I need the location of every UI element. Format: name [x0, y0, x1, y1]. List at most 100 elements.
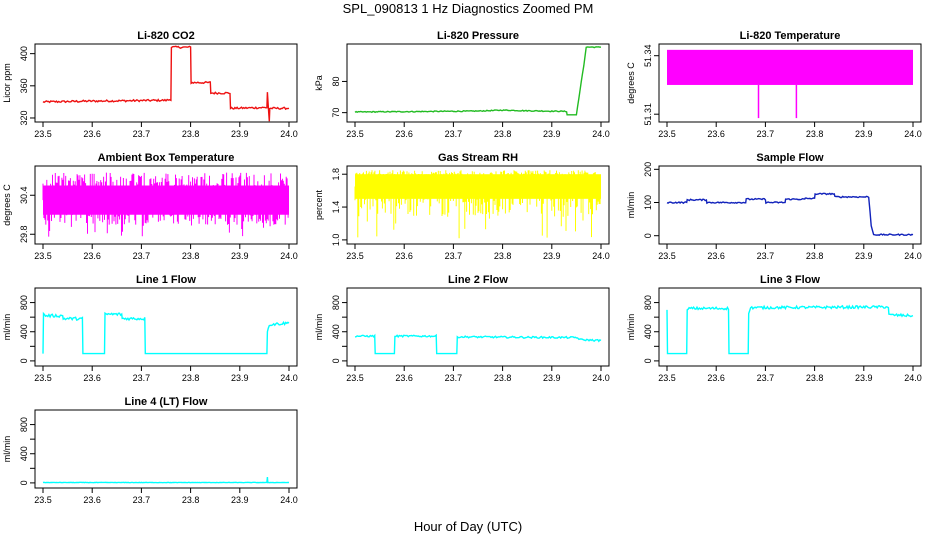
x-tick-label: 23.5 — [34, 251, 52, 261]
chart-panel: Line 4 (LT) Flow 23.5 23.6 23.7 23.8 23.9 24.0… — [2, 396, 298, 505]
figure-title: SPL_090813 1 Hz Diagnostics Zoomed PM — [343, 1, 594, 16]
y-tick-label: 0 — [19, 480, 29, 485]
chart-panel: Line 2 Flow 23.5 23.6 23.7 23.8 23.9 24.0 0 400 8… — [314, 274, 610, 383]
x-tick-label: 23.8 — [182, 373, 200, 383]
y-tick-label: 29.8 — [19, 225, 29, 243]
x-tick-label: 23.9 — [231, 251, 249, 261]
plot-frame — [346, 43, 610, 123]
y-tick-label: 1.4 — [331, 201, 341, 214]
x-tick-label: 23.9 — [231, 129, 249, 139]
x-tick-label: 23.9 — [543, 251, 561, 261]
y-tick-label: 400 — [643, 324, 653, 339]
chart-panel: Line 1 Flow 23.5 23.6 23.7 23.8 23.9 24.0 0 400 8… — [2, 274, 298, 383]
x-tick-label: 23.5 — [346, 373, 364, 383]
y-tick-label: 0 — [19, 358, 29, 363]
panel-title: Line 3 Flow — [760, 274, 820, 286]
x-tick-label: 23.6 — [707, 129, 725, 139]
panel-title: Sample Flow — [756, 152, 824, 164]
chart-panel: Li-820 Temperature 23.5 23.6 23.7 23.8 23.9 24… — [626, 30, 922, 139]
x-tick-label: 23.5 — [34, 495, 52, 505]
x-tick-label: 24.0 — [904, 129, 922, 139]
y-tick-label: 0 — [331, 358, 341, 363]
x-tick-label: 23.7 — [133, 129, 151, 139]
x-tick-label: 23.5 — [34, 129, 52, 139]
y-axis-label: degrees C — [2, 184, 12, 226]
x-tick-label: 24.0 — [280, 373, 298, 383]
y-tick-label: 0 — [643, 233, 653, 238]
x-tick-label: 23.7 — [445, 129, 463, 139]
x-tick-label: 23.8 — [494, 373, 512, 383]
x-tick-label: 23.6 — [395, 251, 413, 261]
x-tick-label: 24.0 — [592, 251, 610, 261]
y-tick-label: 0 — [643, 358, 653, 363]
x-tick-label: 23.8 — [182, 129, 200, 139]
plot-frame — [34, 409, 298, 489]
y-tick-label: 800 — [19, 295, 29, 310]
y-tick-label: 100 — [643, 195, 653, 210]
x-tick-label: 23.5 — [658, 373, 676, 383]
x-tick-label: 23.8 — [806, 373, 824, 383]
y-tick-label: 30.4 — [19, 186, 29, 204]
plot-frame — [346, 165, 610, 245]
x-tick-label: 23.8 — [182, 251, 200, 261]
panel-title: Li-820 Temperature — [740, 30, 841, 42]
y-tick-label: 400 — [19, 446, 29, 461]
x-tick-label: 23.8 — [494, 129, 512, 139]
x-tick-label: 23.5 — [658, 251, 676, 261]
data-line — [666, 192, 914, 237]
x-tick-label: 23.8 — [494, 251, 512, 261]
y-tick-label: 320 — [19, 110, 29, 125]
x-tick-label: 23.9 — [855, 251, 873, 261]
x-tick-label: 23.9 — [855, 373, 873, 383]
x-tick-label: 24.0 — [592, 129, 610, 139]
panel-title: Gas Stream RH — [438, 152, 518, 164]
y-axis-label: ml/min — [626, 192, 636, 219]
x-tick-label: 23.7 — [757, 129, 775, 139]
x-tick-label: 23.6 — [83, 251, 101, 261]
y-axis-label: degrees C — [626, 62, 636, 104]
plot-frame — [34, 165, 298, 245]
x-tick-label: 24.0 — [904, 251, 922, 261]
data-line — [666, 304, 914, 355]
x-tick-label: 24.0 — [280, 251, 298, 261]
chart-panel: Ambient Box Temperature 23.5 23.6 23.7 23.8 2… — [2, 152, 298, 261]
data-line — [42, 311, 290, 355]
x-tick-label: 23.7 — [133, 251, 151, 261]
y-axis-label: ml/min — [626, 314, 636, 341]
x-tick-label: 23.7 — [133, 495, 151, 505]
x-tick-label: 23.6 — [707, 251, 725, 261]
x-tick-label: 23.7 — [445, 373, 463, 383]
data-line — [42, 45, 290, 122]
chart-panel: Sample Flow 23.5 23.6 23.7 23.8 23.9 24.0 0 100 2… — [626, 152, 922, 261]
y-axis-label: ml/min — [2, 314, 12, 341]
chart-panel: Li-820 Pressure 23.5 23.6 23.7 23.8 23.9 24.0 7… — [314, 30, 610, 139]
plot-frame — [34, 287, 298, 367]
x-tick-label: 23.5 — [34, 373, 52, 383]
x-tick-label: 24.0 — [592, 373, 610, 383]
x-tick-label: 23.7 — [757, 373, 775, 383]
x-tick-label: 23.6 — [83, 373, 101, 383]
chart-panel: Li-820 CO2 23.5 23.6 23.7 23.8 23.9 24.0 320 360… — [2, 30, 298, 139]
data-band — [667, 49, 913, 85]
plot-frame — [658, 43, 922, 123]
panel-title: Line 1 Flow — [136, 274, 196, 286]
x-tick-label: 23.7 — [757, 251, 775, 261]
y-tick-label: 400 — [19, 46, 29, 61]
y-tick-label: 80 — [331, 76, 341, 86]
figure-xlabel: Hour of Day (UTC) — [414, 519, 522, 534]
x-tick-label: 24.0 — [280, 495, 298, 505]
panel-title: Ambient Box Temperature — [98, 152, 235, 164]
plot-frame — [34, 43, 298, 123]
chart-panel: Gas Stream RH 23.5 23.6 23.7 23.8 23.9 24.0 1.0… — [314, 152, 610, 261]
x-tick-label: 23.6 — [395, 373, 413, 383]
y-tick-label: 1.8 — [331, 168, 341, 181]
y-tick-label: 800 — [643, 295, 653, 310]
y-tick-label: 70 — [331, 108, 341, 118]
y-tick-label: 200 — [643, 162, 653, 177]
data-line — [354, 46, 602, 116]
y-axis-label: kPa — [314, 75, 324, 91]
y-axis-label: Licor ppm — [2, 63, 12, 103]
y-tick-label: 51.34 — [643, 44, 653, 67]
panel-title: Li-820 CO2 — [137, 30, 194, 42]
